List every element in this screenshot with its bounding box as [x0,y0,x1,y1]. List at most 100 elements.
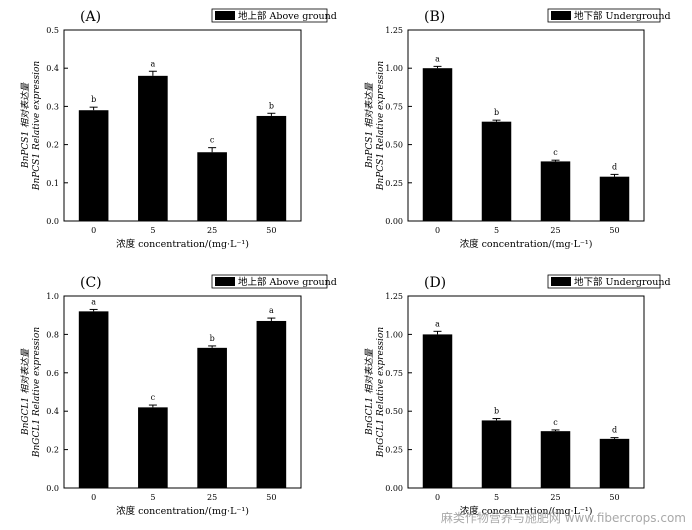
x-tick-label: 5 [150,226,155,235]
bar [422,68,453,221]
x-tick-label: 5 [150,493,155,502]
significance-letter: c [553,148,558,157]
x-tick-label: 50 [609,493,619,502]
y-tick-label: 0.4 [46,407,59,416]
significance-letter: b [494,108,499,117]
legend-swatch [551,11,571,20]
x-axis-label: 浓度 concentration/(mg·L⁻¹) [460,238,593,250]
y-tick-label: 0.3 [46,102,59,111]
y-axis-label-line2: BnPCS1 Relative expression [376,61,386,192]
bar [481,121,512,221]
legend-label: 地上部 Above ground [238,10,337,22]
x-tick-label: 0 [91,493,96,502]
y-tick-label: 0.50 [385,407,403,416]
legend-swatch [551,277,571,286]
significance-letter: c [151,393,156,402]
bar [599,438,630,488]
y-axis-label-line2: BnGCL1 Relative expression [32,327,42,458]
legend-label: 地上部 Above ground [238,276,337,288]
plot-frame [63,295,302,489]
y-axis-label-line2: BnGCL1 Relative expression [376,327,386,458]
y-axis-label-line1: BnGCL1 相对表达量 [364,348,375,436]
legend-box [547,274,661,289]
significance-letter: a [91,297,96,306]
bar [599,176,630,221]
y-tick-label: 0.75 [385,369,403,378]
significance-letter: c [553,418,558,427]
x-tick-label: 0 [435,493,440,502]
x-tick-label: 25 [207,226,217,235]
y-axis-label-line1: BnGCL1 相对表达量 [20,348,31,436]
x-tick-label: 50 [266,226,276,235]
significance-letter: b [91,95,96,104]
significance-letter: b [210,334,215,343]
bar [540,431,571,488]
x-tick-label: 25 [550,493,560,502]
x-tick-label: 5 [494,493,499,502]
significance-letter: b [494,407,499,416]
significance-letter: a [150,59,155,68]
bar [138,407,168,488]
significance-letter: a [435,54,440,63]
y-tick-label: 1.25 [385,292,403,301]
y-tick-label: 0.0 [46,484,59,493]
y-tick-label: 1.00 [385,330,403,339]
y-tick-label: 0.25 [385,446,403,455]
bar [138,75,168,221]
significance-letter: b [269,101,274,110]
panel-label: (C) [80,275,102,291]
bar [78,110,109,221]
significance-letter: a [269,306,274,315]
y-tick-label: 0.2 [46,141,59,150]
y-tick-label: 0.25 [385,179,403,188]
y-tick-label: 1.25 [385,26,403,35]
y-tick-label: 0.4 [46,64,59,73]
x-axis-label: 浓度 concentration/(mg·L⁻¹) [116,238,249,250]
bar [540,161,571,221]
legend-box [211,274,328,289]
legend-label: 地下部 Underground [574,10,671,22]
y-tick-label: 0.8 [46,330,59,339]
y-tick-label: 0.75 [385,102,403,111]
y-tick-label: 0.5 [46,26,59,35]
x-tick-label: 50 [266,493,276,502]
significance-letter: d [612,162,617,171]
y-axis-label-line2: BnPCS1 Relative expression [32,61,42,192]
legend-swatch [215,11,235,20]
x-tick-label: 25 [550,226,560,235]
bar [256,320,287,488]
watermark: 麻类作物营养与施肥网 www.fibercrops.com [440,511,686,525]
bar [197,347,227,488]
plot-frame [407,295,645,489]
significance-letter: a [435,319,440,328]
bar [197,152,227,221]
bar [481,420,512,488]
y-tick-label: 0.00 [385,484,403,493]
legend-swatch [215,277,235,286]
x-tick-label: 0 [91,226,96,235]
x-tick-label: 0 [435,226,440,235]
legend-label: 地下部 Underground [574,276,671,288]
y-tick-label: 1.00 [385,64,403,73]
bar [422,334,453,488]
y-tick-label: 0.50 [385,141,403,150]
x-tick-label: 50 [609,226,619,235]
panel-label: (D) [424,275,446,291]
legend-box [547,8,661,23]
y-tick-label: 0.00 [385,217,403,226]
x-axis-label: 浓度 concentration/(mg·L⁻¹) [116,505,249,517]
significance-letter: c [210,136,215,145]
y-tick-label: 1.0 [46,292,59,301]
y-tick-label: 0.6 [46,369,59,378]
bar [256,115,287,221]
panel-label: (B) [424,9,445,25]
plot-frame [407,29,645,222]
y-tick-label: 0.2 [46,446,59,455]
x-tick-label: 5 [494,226,499,235]
panel-label: (A) [80,9,101,25]
